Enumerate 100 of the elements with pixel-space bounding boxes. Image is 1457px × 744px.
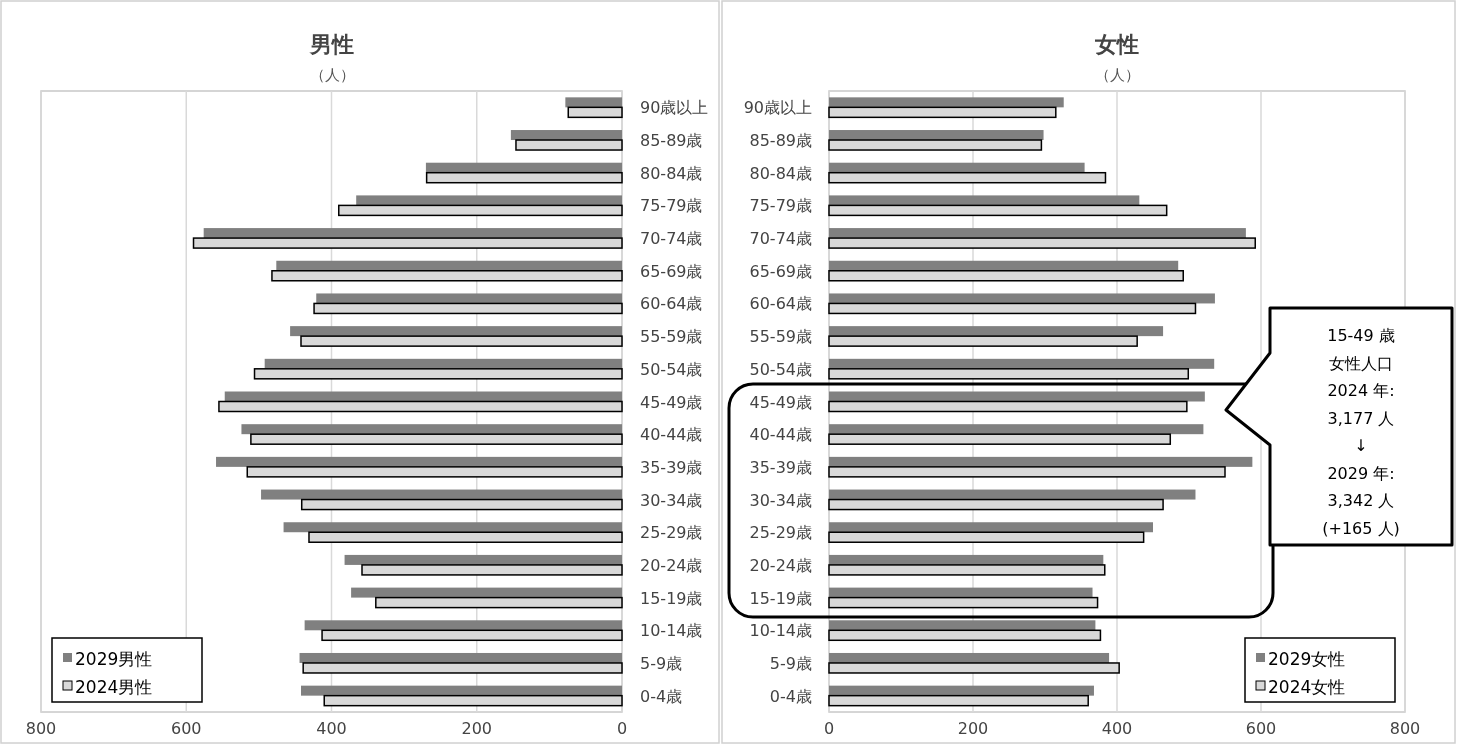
y-tick-label: 85-89歳 [749, 131, 812, 151]
y-tick-label: 10-14歳 [749, 621, 812, 641]
bar [829, 587, 1093, 598]
y-tick-label: 0-4歳 [640, 686, 683, 706]
y-tick-label: 0-4歳 [769, 686, 812, 706]
bar [829, 228, 1246, 239]
y-tick-label: 45-49歳 [749, 392, 812, 412]
bar [829, 130, 1044, 141]
bar [829, 652, 1110, 663]
y-tick-label: 25-29歳 [640, 523, 703, 543]
x-tick-label: 400 [316, 719, 347, 738]
bar [829, 195, 1140, 206]
x-tick-label: 400 [1101, 719, 1133, 738]
bar [565, 97, 622, 108]
y-tick-label: 70-74歳 [749, 229, 812, 249]
annotation: 2029 年: [1327, 463, 1395, 483]
y-tick-label: 15-19歳 [749, 588, 812, 608]
y-tick-label: 80-84歳 [749, 163, 812, 183]
y-tick-label: 90歳以上 [743, 98, 812, 118]
legend-label: 2029女性 [1268, 649, 1346, 669]
x-tick-label: 200 [957, 719, 989, 738]
y-tick-label: 25-29歳 [749, 523, 812, 543]
y-tick-label: 40-44歳 [749, 425, 812, 445]
y-tick-label: 30-34歳 [640, 490, 703, 510]
bar [510, 130, 622, 141]
x-tick-label: 200 [461, 719, 493, 738]
y-tick-label: 35-39歳 [749, 457, 812, 477]
y-tick-label: 5-9歳 [769, 653, 812, 673]
bar [829, 685, 1094, 696]
x-tick-label: 800 [1389, 719, 1421, 738]
y-tick-label: 65-69歳 [749, 261, 812, 281]
legend-label: 2024男性 [75, 677, 153, 697]
chart-subtitle: （人） [309, 66, 355, 84]
y-tick-label: 35-39歳 [640, 457, 703, 477]
x-tick-label: 600 [170, 719, 202, 738]
y-tick-label: 75-79歳 [749, 196, 812, 216]
y-tick-label: 45-49歳 [640, 392, 703, 412]
bar [299, 652, 622, 663]
y-tick-label: 60-64歳 [749, 294, 812, 314]
annotation: 2024 年: [1327, 381, 1395, 400]
x-tick-label: 0 [616, 719, 628, 738]
y-tick-label: 10-14歳 [640, 621, 703, 641]
bar [829, 554, 1104, 565]
bar [316, 293, 622, 304]
bar [829, 424, 1204, 435]
bar [829, 358, 1215, 369]
bar [829, 162, 1085, 173]
annotation: (+165 人) [1322, 518, 1400, 538]
legend-label: 2029男性 [75, 649, 153, 669]
legend-label: 2024女性 [1268, 677, 1346, 697]
x-tick-label: 600 [1245, 719, 1277, 738]
annotation: 3,342 人 [1327, 491, 1395, 510]
bar [203, 228, 622, 239]
x-tick-label: 0 [823, 719, 835, 738]
chart-title: 女性 [1094, 32, 1139, 57]
bar [829, 97, 1064, 108]
bar [829, 456, 1253, 467]
bar [425, 162, 622, 173]
bar [829, 260, 1179, 271]
y-tick-label: 65-69歳 [640, 261, 703, 281]
bar [264, 358, 622, 369]
y-tick-label: 50-54歳 [749, 359, 812, 379]
y-tick-label: 40-44歳 [640, 425, 703, 445]
y-tick-label: 85-89歳 [640, 131, 703, 151]
y-tick-label: 20-24歳 [749, 555, 812, 575]
bar [290, 326, 622, 337]
bar [351, 587, 622, 598]
annotation: ↓ [1354, 436, 1368, 455]
annotation: 15-49 歳 [1327, 326, 1395, 345]
bar [241, 424, 622, 435]
bar [356, 195, 622, 206]
chart-subtitle: （人） [1094, 66, 1140, 84]
y-tick-label: 50-54歳 [640, 359, 703, 379]
bar [283, 522, 622, 533]
bar [829, 293, 1215, 304]
y-tick-label: 80-84歳 [640, 163, 703, 183]
y-tick-label: 15-19歳 [640, 588, 703, 608]
y-tick-label: 30-34歳 [749, 490, 812, 510]
y-tick-label: 55-59歳 [749, 327, 812, 347]
bar [829, 620, 1096, 631]
x-tick-label: 800 [25, 719, 57, 738]
bar [301, 685, 622, 696]
annotation: 女性人口 [1329, 353, 1393, 373]
bar [829, 489, 1196, 500]
y-tick-label: 20-24歳 [640, 555, 703, 575]
bar [829, 326, 1164, 337]
bar [829, 391, 1205, 402]
y-tick-label: 55-59歳 [640, 327, 703, 347]
y-tick-label: 5-9歳 [640, 653, 683, 673]
y-tick-label: 60-64歳 [640, 294, 703, 314]
bar [344, 554, 622, 565]
bar [261, 489, 622, 500]
bar [304, 620, 622, 631]
bar [224, 391, 622, 402]
y-tick-label: 90歳以上 [640, 98, 709, 118]
y-tick-label: 70-74歳 [640, 229, 703, 249]
bar [276, 260, 622, 271]
bar [829, 522, 1153, 533]
chart-title: 男性 [309, 32, 354, 57]
annotation: 3,177 人 [1327, 408, 1395, 428]
